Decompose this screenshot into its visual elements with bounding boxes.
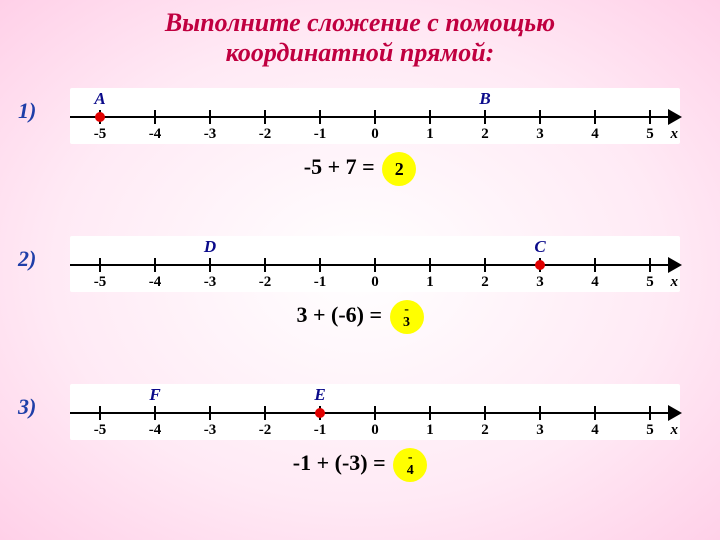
tick-label: 5 <box>646 274 654 291</box>
tick <box>649 258 651 272</box>
point-label: F <box>149 385 160 405</box>
axis-variable-label: х <box>671 274 679 291</box>
point-dot <box>315 408 325 418</box>
equation: -5 + 7 = 2 <box>0 152 720 186</box>
axis-variable-label: х <box>671 422 679 439</box>
tick <box>99 258 101 272</box>
point-dot <box>535 260 545 270</box>
tick <box>319 258 321 272</box>
tick <box>374 406 376 420</box>
tick-label: -4 <box>149 126 162 143</box>
title-line2: координатной прямой: <box>10 38 710 68</box>
answer-badge: -3 <box>390 300 424 334</box>
equation: 3 + (-6) = -3 <box>0 300 720 334</box>
tick-label: 4 <box>591 274 599 291</box>
tick-label: -1 <box>314 274 327 291</box>
point-label: B <box>479 89 490 109</box>
answer-badge: 2 <box>382 152 416 186</box>
number-line: -5 -4 -3 -2 -1 0 1 2 3 4 5х A B <box>70 88 680 144</box>
arrowhead-icon <box>668 405 682 421</box>
tick-label: 3 <box>536 126 544 143</box>
page-title: Выполните сложение с помощью координатно… <box>0 0 720 72</box>
tick <box>429 406 431 420</box>
tick-label: -5 <box>94 422 107 439</box>
tick-label: 2 <box>481 422 489 439</box>
axis-variable-label: х <box>671 126 679 143</box>
tick <box>539 110 541 124</box>
problem-number: 1) <box>18 98 36 124</box>
tick <box>649 406 651 420</box>
tick <box>484 110 486 124</box>
tick-label: 0 <box>371 422 379 439</box>
tick <box>594 258 596 272</box>
arrowhead-icon <box>668 257 682 273</box>
tick-label: 1 <box>426 126 434 143</box>
tick-label: -5 <box>94 126 107 143</box>
point-label: D <box>204 237 216 257</box>
tick <box>374 110 376 124</box>
tick-label: -3 <box>204 274 217 291</box>
tick-label: -2 <box>259 126 272 143</box>
tick-label: 5 <box>646 422 654 439</box>
answer-badge: -4 <box>393 448 427 482</box>
tick-label: 3 <box>536 422 544 439</box>
tick-label: 4 <box>591 126 599 143</box>
tick-label: -1 <box>314 126 327 143</box>
tick <box>154 258 156 272</box>
tick <box>319 110 321 124</box>
equation-text: -1 + (-3) = <box>293 450 391 475</box>
tick-label: 0 <box>371 126 379 143</box>
arrowhead-icon <box>668 109 682 125</box>
tick-label: 2 <box>481 126 489 143</box>
tick-label: 5 <box>646 126 654 143</box>
tick-label: -2 <box>259 422 272 439</box>
tick <box>209 406 211 420</box>
tick <box>264 110 266 124</box>
tick-label: 2 <box>481 274 489 291</box>
tick <box>429 110 431 124</box>
title-line1: Выполните сложение с помощью <box>10 8 710 38</box>
tick-label: -3 <box>204 126 217 143</box>
tick <box>154 406 156 420</box>
tick <box>154 110 156 124</box>
tick <box>649 110 651 124</box>
tick-label: 0 <box>371 274 379 291</box>
tick <box>429 258 431 272</box>
tick-label: 3 <box>536 274 544 291</box>
equation-text: -5 + 7 = <box>304 154 380 179</box>
tick-label: -2 <box>259 274 272 291</box>
tick-label: -3 <box>204 422 217 439</box>
tick <box>264 258 266 272</box>
point-label: A <box>94 89 105 109</box>
tick <box>539 406 541 420</box>
tick <box>99 406 101 420</box>
tick-label: -5 <box>94 274 107 291</box>
tick <box>594 110 596 124</box>
tick-label: -4 <box>149 274 162 291</box>
tick <box>264 406 266 420</box>
tick-label: 1 <box>426 274 434 291</box>
problem-number: 3) <box>18 394 36 420</box>
tick-label: -4 <box>149 422 162 439</box>
tick <box>209 110 211 124</box>
tick <box>484 406 486 420</box>
point-label: C <box>534 237 545 257</box>
equation: -1 + (-3) = -4 <box>0 448 720 482</box>
tick-label: -1 <box>314 422 327 439</box>
tick-label: 4 <box>591 422 599 439</box>
tick <box>209 258 211 272</box>
point-dot <box>95 112 105 122</box>
number-line: -5 -4 -3 -2 -1 0 1 2 3 4 5х F E <box>70 384 680 440</box>
point-label: E <box>314 385 325 405</box>
tick <box>374 258 376 272</box>
number-line: -5 -4 -3 -2 -1 0 1 2 3 4 5х D C <box>70 236 680 292</box>
tick <box>594 406 596 420</box>
equation-text: 3 + (-6) = <box>296 302 387 327</box>
tick-label: 1 <box>426 422 434 439</box>
tick <box>484 258 486 272</box>
problem-number: 2) <box>18 246 36 272</box>
